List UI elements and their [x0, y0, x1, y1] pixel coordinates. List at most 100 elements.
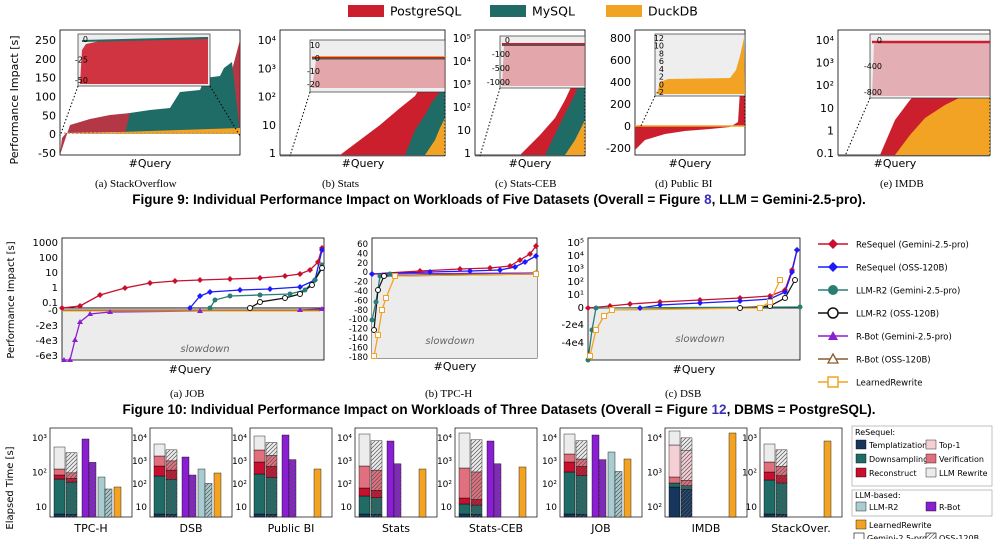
legend-label: R-Bot — [939, 503, 960, 512]
bar-ytick: 10⁴ — [437, 434, 452, 444]
stats-duckdb-area — [425, 118, 445, 155]
fig11-ylabel: Elapsed Time [s] — [5, 446, 16, 529]
fig10-tick-labels: 10001001010.1-0-2e3-4e3-6e36040200-20-40… — [33, 238, 584, 363]
bar-segment — [153, 455, 166, 467]
fig9-inset-tick: 0 — [877, 36, 882, 45]
fig9-inset-tick: -100 — [492, 50, 510, 59]
legend-swatch-duckdb — [606, 5, 642, 17]
bar-ytick: 10⁴ — [337, 434, 352, 444]
bar-segment — [763, 443, 776, 463]
bar-group-dsb: 10⁴ 10³ 10² 10 DSB — [132, 427, 233, 535]
bar-segment — [253, 449, 266, 463]
bar-segment — [458, 467, 471, 499]
fig10-panel-tpch: slowdown #Query — [369, 237, 539, 373]
tpch-learned — [373, 273, 537, 357]
series-marker — [585, 305, 591, 311]
bar-segment — [213, 472, 222, 518]
fig9-sub-stats: (b) Stats — [322, 178, 359, 190]
legend-marker — [828, 262, 838, 272]
tpch-ytick: -160 — [349, 343, 368, 353]
dsb-ytick: 0 — [578, 303, 584, 314]
series-marker — [247, 305, 253, 311]
series-marker — [533, 253, 539, 259]
fig9-ytick: 200 — [35, 53, 56, 66]
series-marker — [601, 313, 607, 319]
bar-segment — [386, 440, 395, 518]
job-ytick: 1 — [52, 283, 58, 294]
fig9-inset-tick: -10 — [307, 67, 320, 76]
fig9-ytick: 10² — [816, 79, 834, 92]
series-marker — [794, 247, 800, 253]
series-marker — [792, 277, 798, 283]
legend-swatch — [855, 467, 867, 478]
bar-segment — [458, 432, 471, 469]
bar-ytick: 10⁴ — [647, 434, 662, 444]
fig9-ytick: 800 — [610, 32, 631, 45]
fig9-ylabel: Performance Impact [s] — [8, 35, 21, 164]
bar-segment — [458, 513, 471, 518]
bar-hatch — [576, 475, 587, 515]
job-xlabel: #Query — [169, 363, 212, 376]
bar-hatch — [89, 462, 96, 517]
series-marker — [312, 277, 318, 283]
fig9-ytick: 400 — [610, 76, 631, 89]
legend-swatch — [855, 519, 867, 530]
legend-hatch — [926, 533, 936, 539]
legend-marker — [828, 239, 838, 249]
series-marker — [392, 273, 398, 279]
statsceb-mysql-area — [545, 70, 585, 155]
fig9-ytick: 50 — [42, 109, 56, 122]
bar-segment — [763, 479, 776, 515]
fig9-inset-tick: 2 — [659, 73, 664, 82]
series-marker — [737, 298, 743, 304]
stats-mysql-area — [405, 80, 445, 155]
series-marker — [609, 307, 615, 313]
series-marker — [227, 276, 233, 282]
series-marker — [767, 299, 773, 305]
series-marker — [187, 305, 193, 311]
fig9-ytick: 1 — [269, 147, 276, 160]
series-marker — [375, 287, 381, 293]
series-marker — [377, 273, 383, 279]
bar-hatch — [599, 459, 606, 517]
bar-group-job: 10⁴ 10³ 10² 10 JOB — [542, 427, 643, 535]
series-marker — [697, 300, 703, 306]
series-marker — [373, 299, 379, 305]
fig9-ytick: 200 — [610, 98, 631, 111]
bar-hatch — [66, 482, 77, 515]
legend-marker — [828, 331, 838, 340]
fig9-inset-tick: 6 — [659, 57, 664, 66]
legend-marker — [827, 376, 839, 388]
series-marker — [59, 305, 65, 311]
series-marker — [369, 317, 375, 323]
legend-label: ReSequel (OSS-120B) — [856, 264, 948, 274]
bar-ytick: 10² — [542, 480, 557, 490]
bar-group-label: Stats — [382, 522, 410, 535]
bar-segment — [668, 444, 681, 478]
legend-swatch — [925, 439, 937, 450]
dsb-slowdown-label: slowdown — [675, 334, 724, 345]
legend-label: Verification — [939, 455, 984, 464]
bar-hatch — [471, 499, 482, 506]
bar-ytick: 10² — [232, 480, 247, 490]
bar-ytick: 10 — [136, 503, 148, 513]
legend-label: LLM Rewrite — [939, 469, 988, 478]
legend-box-llm — [851, 489, 993, 517]
legend-swatch — [855, 439, 867, 450]
bar-group-label: StackOver. — [771, 522, 830, 535]
series-marker — [533, 243, 539, 249]
legend-label: Templatization — [868, 441, 927, 450]
bar-segment — [591, 434, 600, 518]
bar-segment — [281, 434, 290, 518]
fig9-inset-tick: -50 — [75, 76, 88, 85]
bar-segment — [153, 465, 166, 477]
fig10-legend: ReSequel (Gemini-2.5-pro) ReSequel (OSS-1… — [818, 239, 969, 389]
bar-segment — [607, 451, 616, 518]
legend-label: Top-1 — [938, 441, 960, 450]
dsb-llmr2-gemini — [587, 306, 801, 361]
job-slowdown-label: slowdown — [180, 344, 229, 355]
legend-swatch — [925, 467, 937, 478]
bar-ytick: 10² — [337, 480, 352, 490]
bar-segment — [763, 471, 776, 481]
